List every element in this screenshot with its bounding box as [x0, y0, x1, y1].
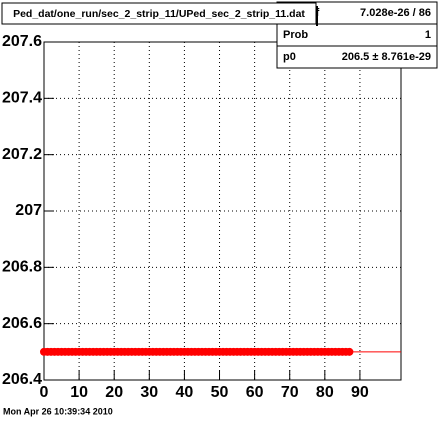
y-tick-label: 206.6 — [2, 315, 42, 332]
y-tick-label: 207.2 — [2, 146, 42, 163]
x-tick-label: 50 — [211, 384, 229, 401]
point — [345, 347, 354, 356]
x-tick-label: 80 — [316, 384, 334, 401]
y-tick-label: 207.6 — [2, 33, 42, 50]
y-tick-label: 207.4 — [2, 90, 42, 107]
stats-value: 1 — [425, 29, 431, 41]
x-tick-label: 70 — [281, 384, 299, 401]
x-tick-label: 90 — [351, 384, 369, 401]
timestamp: Mon Apr 26 10:39:34 2010 — [3, 406, 113, 416]
plot-frame — [43, 41, 402, 381]
x-tick-label: 60 — [246, 384, 264, 401]
stats-value: 206.5 ± 8.761e-29 — [342, 51, 431, 63]
y-tick-label: 207 — [15, 202, 42, 219]
x-tick-label: 0 — [40, 384, 49, 401]
title-shadow — [316, 6, 318, 26]
x-tick-label: 10 — [70, 384, 88, 401]
stats-name: Prob — [283, 29, 308, 41]
x-tick-label: 20 — [105, 384, 123, 401]
y-tick-label: 206.4 — [2, 371, 42, 388]
chart-title: Ped_dat/one_run/sec_2_strip_11/UPed_sec_… — [13, 8, 305, 20]
x-tick-label: 30 — [140, 384, 158, 401]
stats-name: p0 — [283, 51, 296, 63]
y-tick-label: 206.8 — [2, 259, 42, 276]
x-tick-label: 40 — [176, 384, 194, 401]
stats-value: 7.028e-26 / 86 — [360, 7, 431, 19]
